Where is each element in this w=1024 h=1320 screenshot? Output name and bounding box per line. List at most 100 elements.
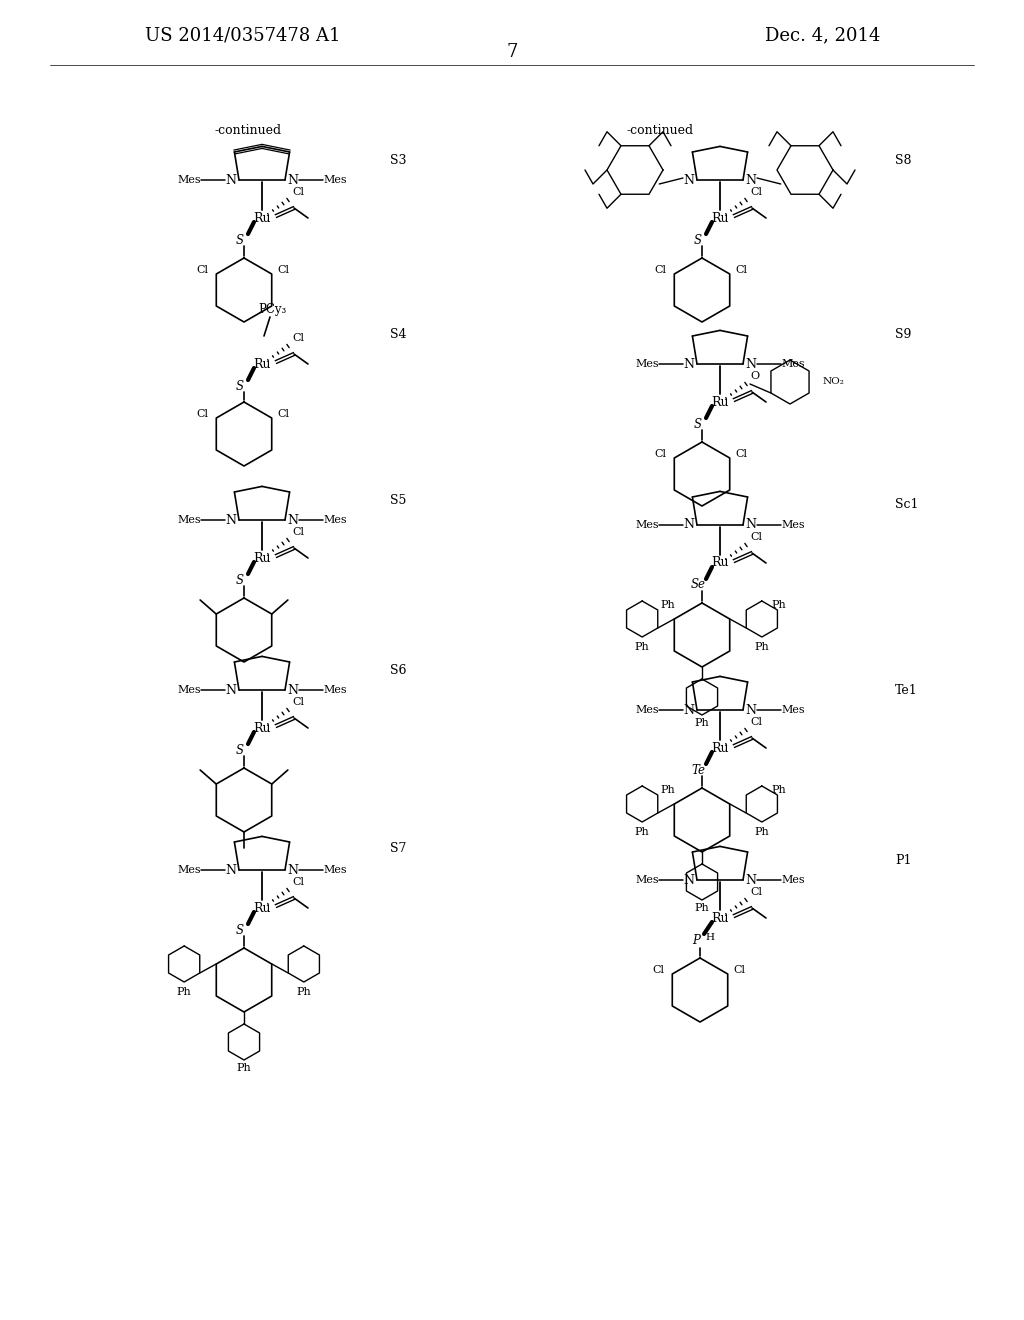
Text: Mes: Mes (635, 875, 658, 884)
Text: Cl: Cl (292, 527, 304, 537)
Text: Ph: Ph (297, 987, 311, 997)
Text: S3: S3 (390, 153, 407, 166)
Text: Ph: Ph (635, 828, 649, 837)
Text: Ru: Ru (712, 912, 729, 924)
Text: Mes: Mes (324, 865, 347, 875)
Text: Mes: Mes (635, 705, 658, 715)
Text: Te: Te (691, 763, 705, 776)
Text: Cl: Cl (750, 717, 762, 727)
Text: Ru: Ru (712, 211, 729, 224)
Text: S9: S9 (895, 329, 911, 342)
Text: Ph: Ph (755, 642, 769, 652)
Text: S: S (236, 924, 244, 936)
Text: Ru: Ru (253, 358, 270, 371)
Text: N: N (683, 358, 694, 371)
Text: Mes: Mes (781, 875, 805, 884)
Text: O: O (750, 371, 759, 381)
Text: Ph: Ph (237, 1063, 251, 1073)
Text: N: N (683, 874, 694, 887)
Text: Ru: Ru (253, 722, 270, 734)
Text: S: S (694, 417, 702, 430)
Text: S6: S6 (390, 664, 407, 676)
Text: S4: S4 (390, 329, 407, 342)
Text: Cl: Cl (652, 965, 665, 975)
Text: Mes: Mes (177, 865, 201, 875)
Text: S: S (236, 743, 244, 756)
Text: Ph: Ph (755, 828, 769, 837)
Text: Ph: Ph (660, 601, 675, 610)
Text: S5: S5 (390, 494, 407, 507)
Text: PCy₃: PCy₃ (258, 302, 286, 315)
Text: Mes: Mes (177, 176, 201, 185)
Text: Cl: Cl (734, 965, 745, 975)
Text: N: N (745, 874, 757, 887)
Text: N: N (683, 704, 694, 717)
Text: Cl: Cl (750, 532, 762, 543)
Text: N: N (745, 519, 757, 532)
Text: S7: S7 (390, 842, 407, 854)
Text: N: N (225, 173, 237, 186)
Text: Sc1: Sc1 (895, 499, 919, 511)
Text: Ph: Ph (660, 785, 675, 795)
Text: Cl: Cl (292, 697, 304, 708)
Text: Ph: Ph (694, 718, 710, 729)
Text: Cl: Cl (750, 187, 762, 197)
Text: N: N (683, 173, 694, 186)
Text: Ph: Ph (771, 785, 786, 795)
Text: N: N (288, 513, 299, 527)
Text: Te1: Te1 (895, 684, 918, 697)
Text: Ph: Ph (694, 903, 710, 913)
Text: Ph: Ph (771, 601, 786, 610)
Text: Cl: Cl (197, 409, 208, 418)
Text: P: P (692, 933, 700, 946)
Text: 7: 7 (506, 44, 518, 61)
Text: -continued: -continued (627, 124, 693, 136)
Text: Mes: Mes (635, 359, 658, 370)
Text: Mes: Mes (324, 685, 347, 696)
Text: S: S (236, 234, 244, 247)
Text: Cl: Cl (278, 409, 290, 418)
Text: -continued: -continued (214, 124, 282, 136)
Text: Cl: Cl (654, 265, 667, 275)
Text: Mes: Mes (781, 359, 805, 370)
Text: Dec. 4, 2014: Dec. 4, 2014 (765, 26, 880, 44)
Text: Se: Se (690, 578, 706, 591)
Text: Ru: Ru (253, 552, 270, 565)
Text: S8: S8 (895, 153, 911, 166)
Text: Mes: Mes (781, 520, 805, 531)
Text: Ph: Ph (635, 642, 649, 652)
Text: NO₂: NO₂ (822, 378, 844, 387)
Text: N: N (225, 863, 237, 876)
Text: N: N (288, 684, 299, 697)
Text: Ru: Ru (253, 211, 270, 224)
Text: Mes: Mes (635, 520, 658, 531)
Text: N: N (683, 519, 694, 532)
Text: N: N (288, 173, 299, 186)
Text: Mes: Mes (324, 176, 347, 185)
Text: Cl: Cl (292, 876, 304, 887)
Text: P1: P1 (895, 854, 911, 866)
Text: N: N (745, 358, 757, 371)
Text: Mes: Mes (177, 515, 201, 525)
Text: N: N (745, 173, 757, 186)
Text: N: N (288, 863, 299, 876)
Text: N: N (225, 513, 237, 527)
Text: Ph: Ph (177, 987, 191, 997)
Text: N: N (745, 704, 757, 717)
Text: H: H (706, 933, 715, 942)
Text: Cl: Cl (654, 449, 667, 459)
Text: Ru: Ru (253, 902, 270, 915)
Text: Ru: Ru (712, 557, 729, 569)
Text: Cl: Cl (750, 887, 762, 898)
Text: S: S (694, 234, 702, 247)
Text: S: S (236, 573, 244, 586)
Text: Cl: Cl (292, 333, 304, 343)
Text: US 2014/0357478 A1: US 2014/0357478 A1 (145, 26, 341, 44)
Text: Ru: Ru (712, 396, 729, 408)
Text: Mes: Mes (177, 685, 201, 696)
Text: Cl: Cl (736, 449, 748, 459)
Text: Cl: Cl (736, 265, 748, 275)
Text: Cl: Cl (278, 265, 290, 275)
Text: Cl: Cl (292, 187, 304, 197)
Text: Mes: Mes (781, 705, 805, 715)
